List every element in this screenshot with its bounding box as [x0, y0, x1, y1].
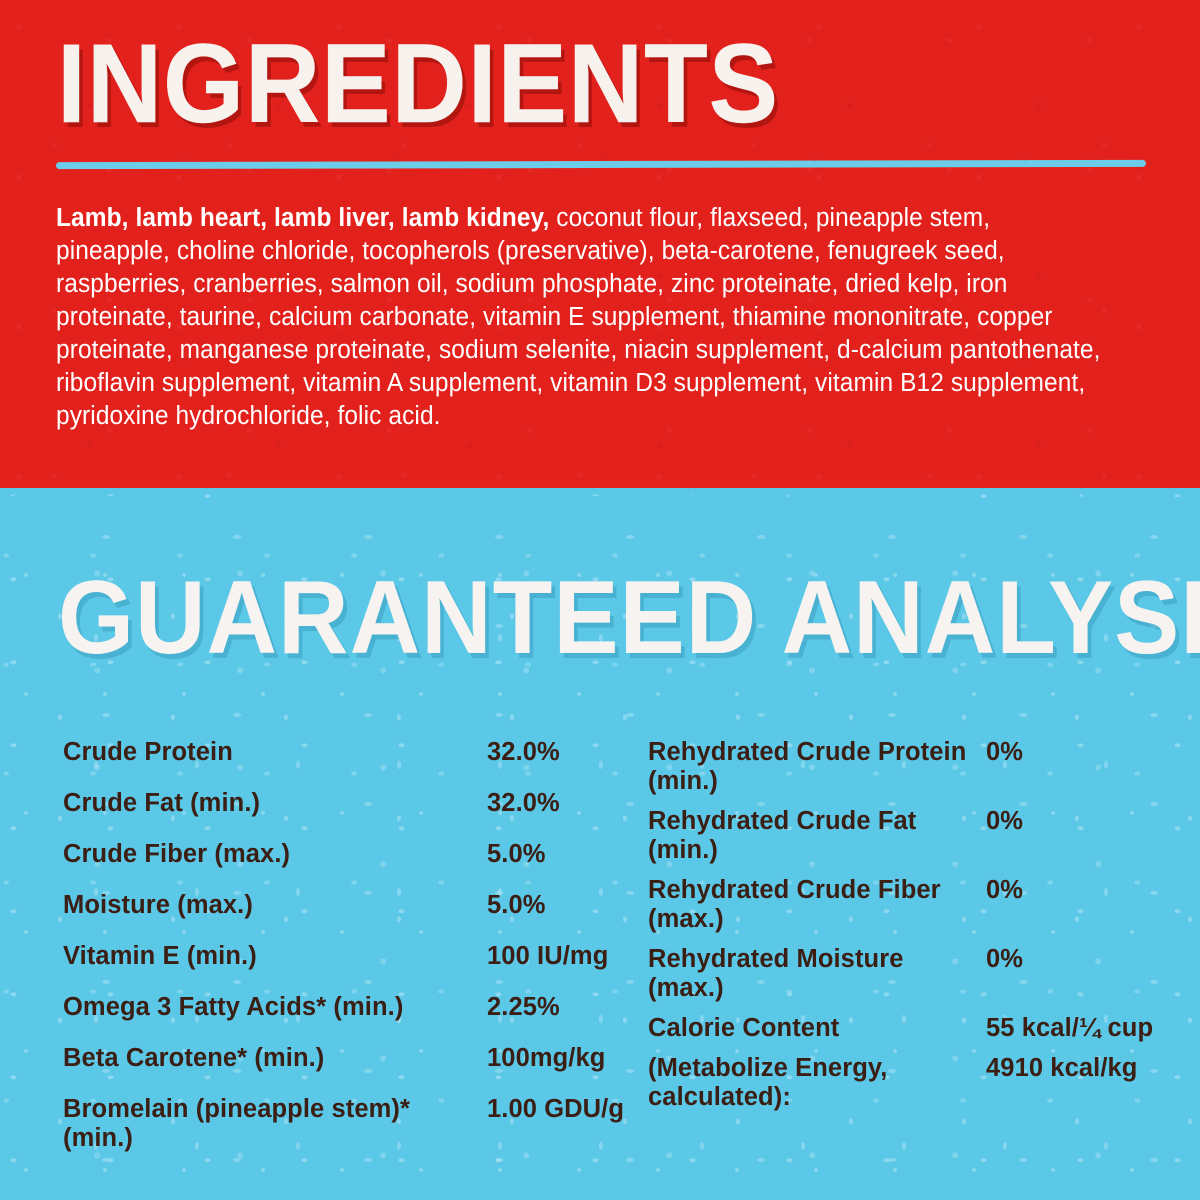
- analysis-row: Rehydrated Crude Fiber (max.) 0%: [648, 876, 1148, 934]
- analysis-row-value: 0%: [986, 807, 1024, 835]
- analysis-row-label: Beta Carotene* (min.): [63, 1044, 325, 1072]
- analysis-row-label: Omega 3 Fatty Acids* (min.): [63, 993, 404, 1021]
- analysis-row-value: 32.0%: [487, 789, 560, 817]
- ingredients-remainder: coconut flour, flaxseed, pineapple stem,…: [56, 204, 1101, 430]
- analysis-row: Moisture (max.) 5.0%: [63, 891, 623, 942]
- ingredients-heading: INGREDIENTS: [57, 21, 780, 146]
- analysis-row-label: (Metabolize Energy, calculated):: [648, 1054, 888, 1111]
- analysis-row-label: Vitamin E (min.): [63, 942, 257, 970]
- analysis-row: Crude Fiber (max.) 5.0%: [63, 840, 623, 891]
- ingredients-section: INGREDIENTS Lamb, lamb heart, lamb liver…: [0, 0, 1200, 492]
- analysis-row: (Metabolize Energy, calculated): 4910 kca…: [648, 1054, 1148, 1112]
- analysis-row-label: Rehydrated Moisture (max.): [648, 945, 904, 1002]
- analysis-row-value: 100mg/kg: [487, 1044, 606, 1072]
- analysis-row: Vitamin E (min.) 100 IU/mg: [63, 942, 623, 993]
- analysis-row: Calorie Content 55 kcal/¼ cup: [648, 1014, 1153, 1043]
- analysis-row-label: Rehydrated Crude Fiber (max.): [648, 876, 941, 933]
- analysis-row-value: 0%: [986, 738, 1024, 766]
- analysis-table-right-column: Rehydrated Crude Protein (min.) 0% Rehydra…: [648, 738, 1153, 1123]
- analysis-row-label: Crude Fat (min.): [63, 789, 261, 817]
- analysis-row-label: Crude Protein: [63, 738, 233, 766]
- analysis-row-value: 5.0%: [487, 840, 546, 868]
- guaranteed-analysis-heading: GUARANTEED ANALYSIS: [58, 566, 1200, 670]
- analysis-row-label: Bromelain (pineapple stem)* (min.): [63, 1095, 411, 1152]
- analysis-row-label: Moisture (max.): [63, 891, 253, 919]
- analysis-row: Rehydrated Crude Fat (min.) 0%: [648, 807, 1148, 865]
- analysis-row-value: 5.0%: [487, 891, 546, 919]
- analysis-row-value: 1.00 GDU/g: [487, 1095, 625, 1123]
- ingredients-list-paragraph: Lamb, lamb heart, lamb liver, lamb kidne…: [56, 202, 1104, 433]
- analysis-row-value: 32.0%: [487, 738, 560, 766]
- analysis-row: Rehydrated Moisture (max.) 0%: [648, 945, 1148, 1003]
- analysis-row: Omega 3 Fatty Acids* (min.) 2.25%: [63, 993, 623, 1044]
- analysis-row: Beta Carotene* (min.) 100mg/kg: [63, 1044, 623, 1095]
- analysis-table-left-column: Crude Protein 32.0% Crude Fat (min.) 32.0% C…: [63, 738, 625, 1152]
- analysis-row-value: 2.25%: [487, 993, 560, 1021]
- analysis-row-value: 4910 kcal/kg: [986, 1054, 1138, 1082]
- analysis-row: Crude Protein 32.0%: [63, 738, 623, 789]
- analysis-row-value: 0%: [986, 876, 1024, 904]
- ingredients-bold-lead: Lamb, lamb heart, lamb liver, lamb kidne…: [56, 204, 550, 232]
- analysis-row-value: 100 IU/mg: [487, 942, 609, 970]
- analysis-row: Bromelain (pineapple stem)* (min.) 1.00 G…: [63, 1095, 625, 1152]
- analysis-row-label: Rehydrated Crude Fat (min.): [648, 807, 917, 864]
- analysis-row-label: Rehydrated Crude Protein (min.): [648, 738, 967, 795]
- torn-paper-edge: [0, 488, 1200, 522]
- ingredients-divider-rule: [55, 159, 1147, 170]
- analysis-row-label: Calorie Content: [648, 1014, 840, 1042]
- analysis-row-value: 0%: [986, 945, 1024, 973]
- analysis-row-label: Crude Fiber (max.): [63, 840, 291, 868]
- analysis-row: Rehydrated Crude Protein (min.) 0%: [648, 738, 1148, 796]
- analysis-row: Crude Fat (min.) 32.0%: [63, 789, 623, 840]
- analysis-row-value: 55 kcal/¼ cup: [986, 1014, 1154, 1042]
